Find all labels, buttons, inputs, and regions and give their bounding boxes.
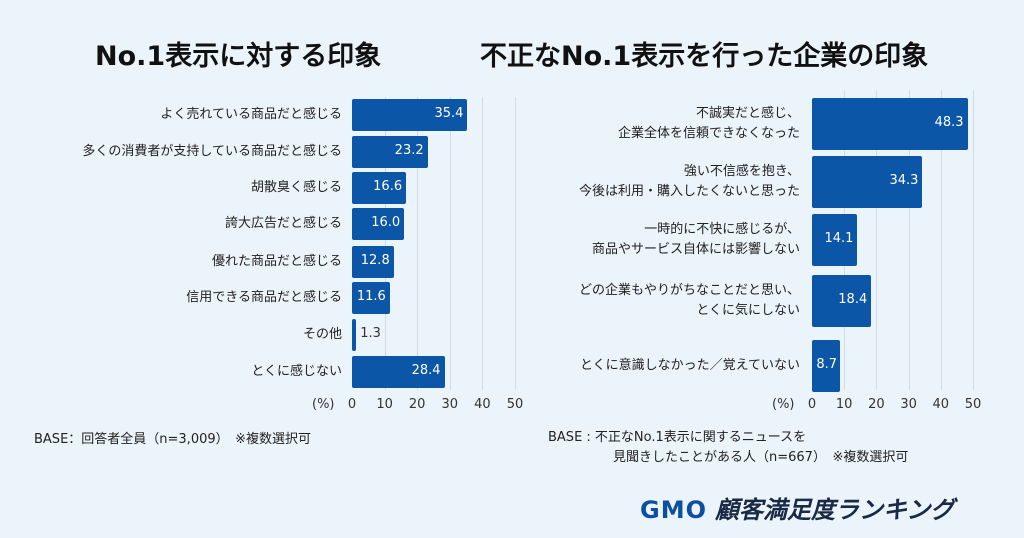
x-tick-label: 0 — [347, 397, 357, 412]
x-tick-label: 20 — [408, 397, 426, 412]
x-tick-label: 10 — [376, 397, 393, 412]
gmo-logo: GMO 顧客満足度ランキング — [640, 490, 954, 525]
gridline — [876, 90, 878, 390]
bar — [352, 356, 445, 388]
x-tick-label: 0 — [807, 397, 817, 412]
x-tick-label: 40 — [932, 397, 950, 412]
logo-text: 顧客満足度ランキング — [714, 496, 955, 524]
bar — [812, 275, 872, 327]
bar — [352, 136, 428, 168]
gridline — [449, 97, 451, 390]
category-label: その他 — [302, 327, 342, 342]
gridline — [417, 97, 419, 390]
x-tick-label: 30 — [441, 397, 459, 412]
right-chart-title: 不正なNo.1表示を行った企業の印象 — [480, 41, 929, 72]
category-label: 強い不信感を抱き、 今後は利用・購入したくないと思った — [578, 164, 800, 199]
bar — [352, 208, 405, 240]
category-label: 胡散臭く感じる — [250, 180, 342, 195]
gridline — [973, 90, 974, 390]
value-label: 18.4 — [838, 292, 868, 307]
category-label: とくに意識しなかった／覚えていない — [580, 358, 800, 373]
category-label: 誇大広告だと感じる — [224, 216, 342, 231]
category-label: 多くの消費者が支持している商品だと感じる — [82, 144, 342, 159]
value-label: 11.6 — [356, 289, 386, 304]
bar — [352, 172, 407, 204]
bar — [352, 319, 357, 351]
gridline — [908, 90, 910, 390]
bar — [352, 246, 394, 278]
bar — [812, 156, 923, 208]
x-tick-label: 50 — [506, 397, 524, 412]
gridline — [482, 97, 484, 390]
category-label: とくに感じない — [251, 364, 342, 379]
left-chart-title: No.1表示に対する印象 — [95, 41, 382, 72]
category-label: 優れた商品だと感じる — [211, 254, 342, 269]
x-tick-label: 20 — [868, 397, 885, 412]
x-tick-label: 40 — [474, 397, 491, 412]
value-label: 14.1 — [824, 231, 854, 246]
bar — [812, 214, 858, 266]
x-unit-label: (%) — [772, 397, 795, 412]
category-label: よく売れている商品だと感じる — [160, 107, 342, 122]
gridline — [515, 97, 516, 390]
value-label: 16.6 — [373, 179, 403, 194]
value-label: 16.0 — [371, 215, 401, 230]
category-label: 信用できる商品だと感じる — [186, 290, 342, 305]
right-base-note: BASE : 不正なNo.1表示に関するニュースを 見聞きしたことがある人（n=… — [548, 430, 909, 465]
value-label: 48.3 — [934, 115, 964, 130]
value-label: 34.3 — [889, 173, 919, 188]
bar — [352, 99, 468, 131]
bar — [812, 340, 840, 392]
value-label: 1.3 — [360, 326, 381, 341]
gridline — [384, 97, 386, 390]
category-label: 不誠実だと感じ、 企業全体を信頼できなくなった — [617, 106, 800, 141]
value-label: 28.4 — [411, 363, 441, 378]
value-label: 35.4 — [434, 106, 464, 121]
logo-brand: GMO — [640, 496, 707, 524]
bar — [352, 282, 390, 314]
left-base-note: BASE：回答者全員（n=3,009） ※複数選択可 — [34, 432, 312, 447]
x-tick-label: 10 — [835, 397, 853, 412]
x-tick-label: 50 — [964, 397, 982, 412]
value-label: 23.2 — [394, 143, 424, 158]
x-unit-label: (%) — [312, 397, 335, 412]
gridline — [940, 90, 942, 390]
value-label: 12.8 — [360, 253, 390, 268]
category-label: 一時的に不快に感じるが、 商品やサービス自体には影響しない — [591, 222, 800, 257]
x-tick-label: 30 — [900, 397, 917, 412]
category-label: どの企業もやりがちなことだと思い、 とくに気にしない — [578, 283, 800, 318]
bar — [812, 98, 968, 150]
value-label: 8.7 — [816, 357, 837, 372]
